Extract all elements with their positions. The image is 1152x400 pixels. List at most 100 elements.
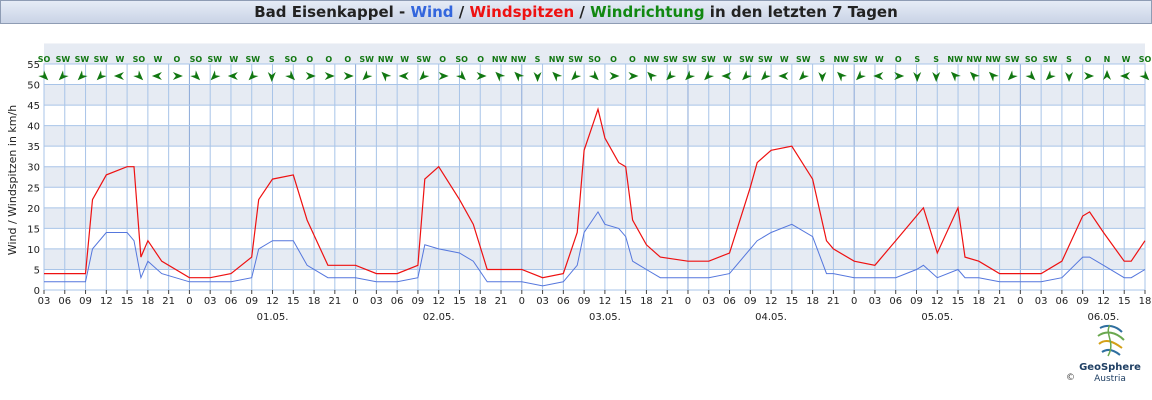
direction-flag bbox=[1120, 72, 1131, 80]
direction-label: O bbox=[1085, 55, 1092, 64]
direction-flag bbox=[1084, 72, 1095, 80]
direction-flag bbox=[1065, 72, 1074, 82]
direction-flag bbox=[988, 71, 999, 82]
x-tick-label: 12 bbox=[100, 296, 113, 307]
direction-flag bbox=[113, 72, 124, 80]
x-tick-label: 15 bbox=[287, 296, 300, 307]
x-tick-label: 21 bbox=[993, 296, 1006, 307]
x-tick-label: 0 bbox=[186, 296, 192, 307]
direction-flag bbox=[419, 70, 430, 81]
y-tick-label: 35 bbox=[27, 142, 40, 153]
x-tick-label: 15 bbox=[785, 296, 798, 307]
direction-label: S bbox=[1066, 55, 1072, 64]
x-tick-label: 21 bbox=[495, 296, 508, 307]
x-tick-label: 15 bbox=[453, 296, 466, 307]
title-direction: Windrichtung bbox=[590, 3, 705, 21]
direction-label: SW bbox=[1043, 55, 1058, 64]
x-tick-label: 0 bbox=[519, 296, 525, 307]
x-tick-label: 15 bbox=[619, 296, 632, 307]
direction-flag bbox=[324, 72, 335, 80]
direction-flag bbox=[267, 72, 276, 82]
direction-label: NW bbox=[549, 55, 565, 64]
x-tick-label: 21 bbox=[328, 296, 341, 307]
direction-label: SW bbox=[1005, 55, 1020, 64]
date-label: 01.05. bbox=[257, 312, 289, 323]
x-tick-label: 03 bbox=[1035, 296, 1048, 307]
direction-label: W bbox=[153, 55, 162, 64]
direction-flag bbox=[495, 71, 506, 82]
direction-label: SW bbox=[853, 55, 868, 64]
direction-label: O bbox=[325, 55, 332, 64]
direction-flag bbox=[685, 70, 696, 81]
direction-flag bbox=[950, 71, 961, 82]
direction-flag bbox=[856, 70, 866, 81]
x-tick-label: 09 bbox=[1076, 296, 1089, 307]
x-tick-label: 03 bbox=[370, 296, 383, 307]
x-tick-label: 09 bbox=[910, 296, 923, 307]
direction-label: SW bbox=[56, 55, 71, 64]
x-tick-label: 21 bbox=[162, 296, 175, 307]
direction-label: SW bbox=[208, 55, 223, 64]
direction-label: S bbox=[819, 55, 825, 64]
title-sep1: / bbox=[453, 3, 470, 21]
direction-label: SW bbox=[568, 55, 583, 64]
gust-line bbox=[44, 107, 1146, 279]
x-tick-label: 06 bbox=[557, 296, 570, 307]
direction-flag bbox=[438, 72, 449, 80]
direction-flag bbox=[666, 70, 677, 81]
direction-label: SW bbox=[246, 55, 261, 64]
x-tick-label: 09 bbox=[412, 296, 425, 307]
direction-label: SO bbox=[190, 55, 203, 64]
x-tick-label: 15 bbox=[121, 296, 134, 307]
x-tick-label: 09 bbox=[578, 296, 591, 307]
x-tick-label: 03 bbox=[702, 296, 715, 307]
direction-label: SW bbox=[701, 55, 716, 64]
title-suffix: in den letzten 7 Tagen bbox=[704, 3, 898, 21]
chart-title: Bad Eisenkappel - Wind / Windspitzen / W… bbox=[0, 0, 1152, 24]
y-axis-label: Wind / Windspitzen in km/h bbox=[6, 105, 19, 255]
direction-label: W bbox=[780, 55, 789, 64]
direction-label: SW bbox=[416, 55, 431, 64]
x-tick-label: 0 bbox=[685, 296, 691, 307]
logo-brand: GeoSphere bbox=[1079, 362, 1141, 373]
direction-label: SO bbox=[588, 55, 601, 64]
direction-label: O bbox=[306, 55, 313, 64]
date-label: 06.05. bbox=[1088, 312, 1120, 323]
direction-label: SO bbox=[38, 55, 51, 64]
direction-flag bbox=[588, 70, 599, 81]
direction-label: NW bbox=[492, 55, 508, 64]
direction-label: SW bbox=[663, 55, 678, 64]
grid-band bbox=[44, 43, 1145, 64]
direction-flag bbox=[913, 72, 922, 82]
direction-label: O bbox=[610, 55, 617, 64]
direction-flag bbox=[628, 72, 639, 80]
grid-band bbox=[44, 248, 1145, 270]
direction-label: W bbox=[400, 55, 409, 64]
x-tick-label: 15 bbox=[952, 296, 965, 307]
grid-band bbox=[44, 166, 1145, 188]
direction-label: SW bbox=[796, 55, 811, 64]
date-label: 02.05. bbox=[423, 312, 455, 323]
x-tick-label: 12 bbox=[432, 296, 445, 307]
direction-flag bbox=[969, 71, 980, 82]
direction-label: SW bbox=[758, 55, 773, 64]
direction-flag bbox=[227, 72, 238, 80]
direction-label: SW bbox=[94, 55, 109, 64]
direction-flag bbox=[343, 72, 354, 80]
grid-band bbox=[44, 207, 1145, 229]
x-tick-label: 12 bbox=[765, 296, 778, 307]
direction-label: SO bbox=[1025, 55, 1038, 64]
wind-line bbox=[44, 210, 1146, 287]
x-tick-label: 03 bbox=[204, 296, 217, 307]
x-tick-label: 12 bbox=[266, 296, 279, 307]
x-tick-label: 09 bbox=[245, 296, 258, 307]
direction-flag bbox=[799, 70, 809, 81]
date-label: 03.05. bbox=[589, 312, 621, 323]
direction-label: NW bbox=[985, 55, 1001, 64]
direction-flag bbox=[305, 72, 316, 80]
x-tick-label: 09 bbox=[744, 296, 757, 307]
direction-label: S bbox=[269, 55, 275, 64]
direction-flag bbox=[172, 72, 183, 80]
x-tick-label: 18 bbox=[1139, 296, 1152, 307]
direction-label: W bbox=[229, 55, 238, 64]
